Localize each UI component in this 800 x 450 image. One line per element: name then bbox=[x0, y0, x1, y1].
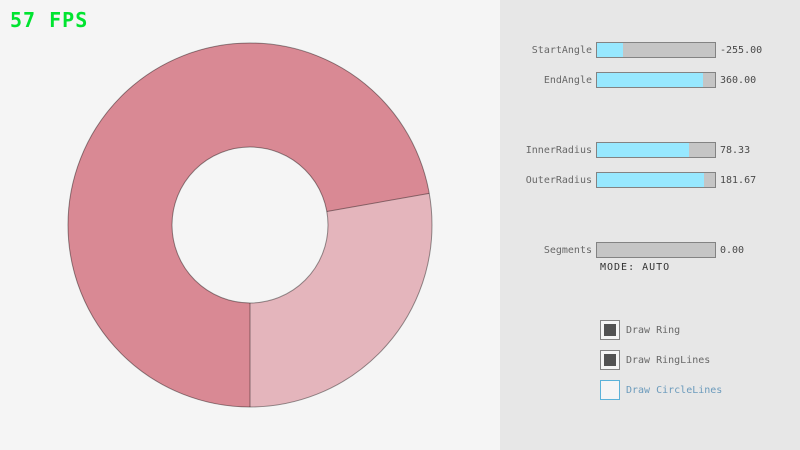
outer-radius-slider-fill bbox=[597, 173, 705, 187]
end-angle-slider[interactable] bbox=[596, 72, 716, 88]
draw-circlelines-label: Draw CircleLines bbox=[626, 384, 723, 396]
inner-radius-slider[interactable] bbox=[596, 142, 716, 158]
draw-ring-label: Draw Ring bbox=[626, 324, 681, 336]
ring-radial-line-right bbox=[326, 192, 430, 212]
outer-radius-label: OuterRadius bbox=[525, 174, 592, 186]
ring-double-coverage-sector bbox=[67, 43, 430, 407]
start-angle-slider-fill bbox=[597, 43, 623, 57]
inner-radius-value: 78.33 bbox=[720, 144, 751, 156]
inner-radius-slider-fill bbox=[597, 143, 690, 157]
start-angle-slider[interactable] bbox=[596, 42, 716, 58]
start-angle-label: StartAngle bbox=[531, 44, 592, 56]
slider-row-end-angle: EndAngle 360.00 bbox=[500, 70, 800, 90]
checkbox-row-draw-ringlines: Draw RingLines bbox=[600, 350, 710, 370]
end-angle-slider-fill bbox=[597, 73, 704, 87]
end-angle-value: 360.00 bbox=[720, 74, 757, 86]
checkbox-row-draw-circlelines: Draw CircleLines bbox=[600, 380, 722, 400]
slider-row-start-angle: StartAngle -255.00 bbox=[500, 40, 800, 60]
draw-circlelines-checkbox[interactable] bbox=[600, 380, 620, 400]
checkbox-row-draw-ring: Draw Ring bbox=[600, 320, 680, 340]
end-angle-label: EndAngle bbox=[543, 74, 592, 86]
slider-row-inner-radius: InnerRadius 78.33 bbox=[500, 140, 800, 160]
segments-label: Segments bbox=[543, 244, 592, 256]
ring-inner-outline bbox=[171, 146, 329, 304]
draw-ring-checkbox[interactable] bbox=[600, 320, 620, 340]
render-canvas: 57 FPS bbox=[10, 8, 433, 408]
outer-radius-slider[interactable] bbox=[596, 172, 716, 188]
inner-radius-label: InnerRadius bbox=[525, 144, 592, 156]
ring-outline-lines bbox=[67, 42, 433, 408]
draw-ringlines-checkbox[interactable] bbox=[600, 350, 620, 370]
outer-radius-value: 181.67 bbox=[720, 174, 757, 186]
ring-outer-outline bbox=[67, 42, 433, 408]
draw-ringlines-label: Draw RingLines bbox=[626, 354, 711, 366]
ring-graphic bbox=[67, 42, 433, 408]
segments-mode-label: MODE: AUTO bbox=[600, 262, 671, 273]
start-angle-value: -255.00 bbox=[720, 44, 763, 56]
segments-value: 0.00 bbox=[720, 244, 745, 256]
fps-counter: 57 FPS bbox=[10, 8, 89, 32]
segments-slider[interactable] bbox=[596, 242, 716, 258]
slider-row-outer-radius: OuterRadius 181.67 bbox=[500, 170, 800, 190]
slider-row-segments: Segments 0.00 bbox=[500, 240, 800, 260]
control-panel: StartAngle -255.00 EndAngle 360.00 Inner… bbox=[500, 0, 800, 450]
